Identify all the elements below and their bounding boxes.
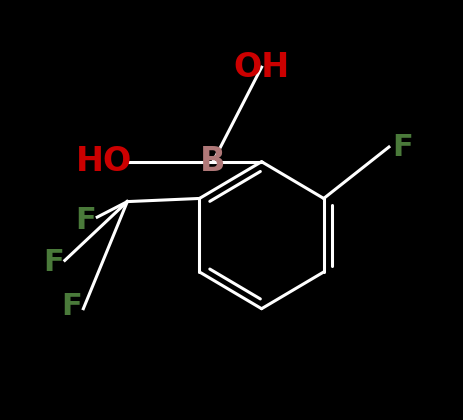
Text: F: F (393, 132, 413, 162)
Text: F: F (62, 292, 82, 321)
Text: F: F (43, 248, 63, 277)
Text: HO: HO (76, 145, 132, 178)
Text: F: F (75, 206, 96, 235)
Text: OH: OH (233, 51, 290, 84)
Text: B: B (200, 145, 226, 178)
